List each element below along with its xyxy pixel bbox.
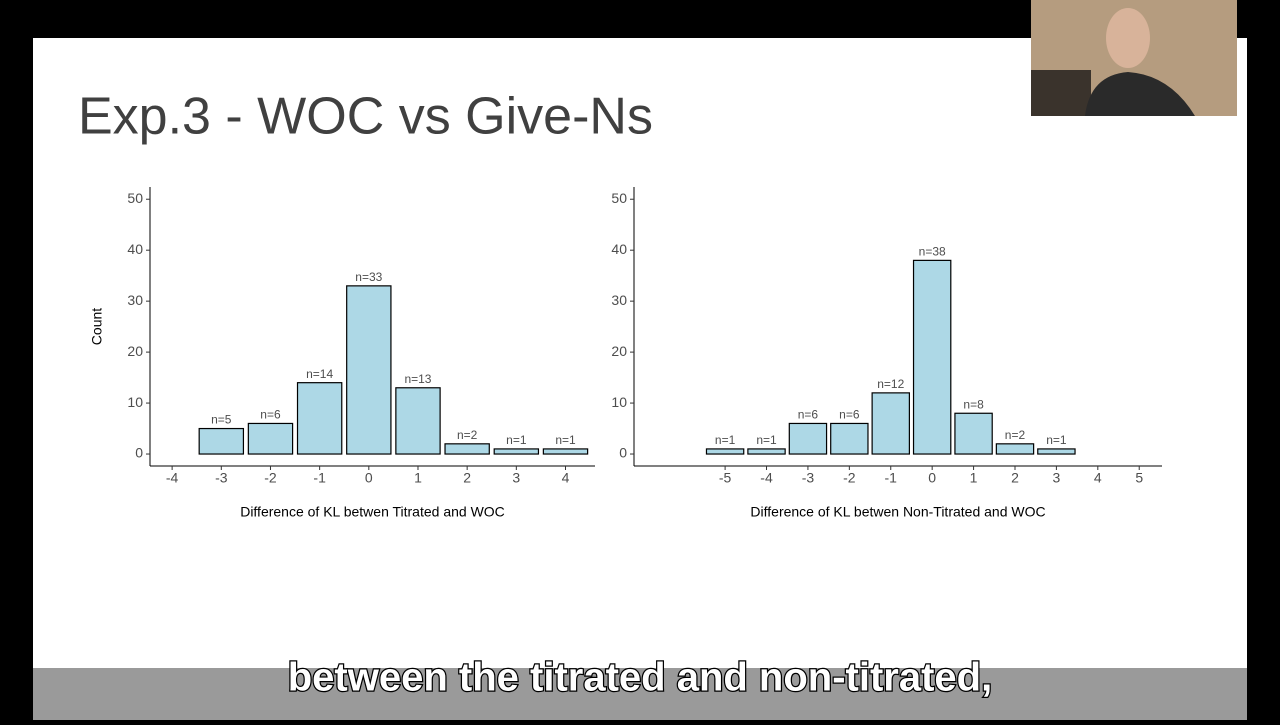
y-tick-label: 10 [127, 394, 143, 410]
y-tick-label: 0 [619, 445, 627, 461]
x-tick-label: -1 [885, 470, 898, 486]
x-tick-label: -4 [166, 470, 179, 486]
x-tick-label: 4 [562, 470, 570, 486]
bar [788, 422, 828, 455]
webcam-shadow [1031, 70, 1091, 116]
bar [493, 448, 540, 455]
x-tick-label: 0 [365, 470, 373, 486]
slide-title: Exp.3 - WOC vs Give-Ns [78, 88, 653, 146]
x-tick-label: 2 [463, 470, 471, 486]
x-tick-label: -5 [719, 470, 732, 486]
x-tick-label: 4 [1094, 470, 1102, 486]
x-tick-label: 2 [1011, 470, 1019, 486]
slide [33, 38, 1247, 670]
bar [296, 382, 343, 455]
bar [995, 443, 1035, 455]
y-tick-label: 10 [611, 394, 627, 410]
x-tick-label: -2 [843, 470, 856, 486]
value-label: n=5 [211, 413, 232, 427]
value-label: n=6 [798, 408, 819, 422]
bar [871, 392, 910, 455]
x-tick-label: 0 [928, 470, 936, 486]
x-tick-label: 5 [1135, 470, 1143, 486]
bar [1037, 448, 1076, 455]
x-tick-label: -3 [215, 470, 228, 486]
y-tick-label: 40 [611, 241, 627, 257]
x-tick-label: 1 [414, 470, 422, 486]
x-axis-label: Difference of KL betwen Non-Titrated and… [750, 504, 1045, 520]
x-tick-label: 1 [970, 470, 978, 486]
bar [830, 422, 869, 455]
caption-band [33, 668, 1247, 720]
bar [705, 448, 745, 455]
y-tick-label: 20 [611, 343, 627, 359]
bar [912, 259, 952, 455]
x-tick-label: -1 [313, 470, 326, 486]
value-label: n=6 [260, 408, 281, 422]
y-tick-label: 20 [127, 343, 143, 359]
y-tick-label: 30 [611, 292, 627, 308]
bar [346, 285, 392, 455]
value-label: n=2 [457, 428, 478, 442]
value-label: n=1 [715, 433, 736, 447]
value-label: n=2 [1005, 428, 1026, 442]
x-tick-label: 3 [512, 470, 520, 486]
webcam-face [1106, 8, 1150, 68]
x-tick-label: -4 [760, 470, 773, 486]
value-label: n=1 [1046, 433, 1067, 447]
y-tick-label: 50 [611, 190, 627, 206]
bar [954, 412, 993, 455]
value-label: n=1 [756, 433, 777, 447]
webcam-body [1085, 72, 1195, 116]
bar [198, 427, 245, 455]
y-tick-label: 40 [127, 241, 143, 257]
value-label: n=38 [919, 245, 946, 259]
x-tick-label: -3 [802, 470, 815, 486]
value-label: n=14 [306, 367, 333, 381]
y-tick-label: 30 [127, 292, 143, 308]
value-label: n=1 [555, 433, 576, 447]
caption: between the titrated and non-titrated, [288, 656, 992, 700]
webcam [1031, 0, 1237, 116]
x-axis-label: Difference of KL betwen Titrated and WOC [240, 504, 505, 520]
value-label: n=13 [404, 372, 431, 386]
x-tick-label: -2 [264, 470, 277, 486]
y-tick-label: 0 [135, 445, 143, 461]
bar [747, 448, 786, 455]
x-tick-label: 3 [1053, 470, 1061, 486]
value-label: n=1 [506, 433, 527, 447]
y-axis-label: Count [89, 308, 105, 345]
value-label: n=6 [839, 408, 860, 422]
bar [247, 422, 294, 455]
value-label: n=33 [355, 270, 382, 284]
bar [444, 443, 490, 455]
bar [542, 448, 589, 455]
bar [395, 387, 441, 455]
value-label: n=8 [963, 397, 984, 411]
value-label: n=12 [877, 377, 904, 391]
y-tick-label: 50 [127, 190, 143, 206]
